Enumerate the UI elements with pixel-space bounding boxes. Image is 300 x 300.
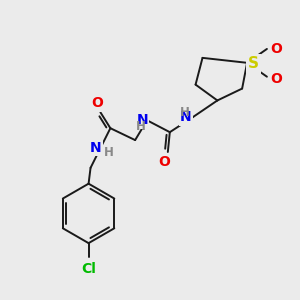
Text: H: H — [136, 120, 146, 133]
Text: H: H — [103, 146, 113, 160]
Text: O: O — [92, 96, 104, 110]
Text: S: S — [248, 56, 259, 71]
Text: N: N — [180, 110, 192, 124]
Text: O: O — [270, 42, 282, 56]
Text: H: H — [180, 106, 190, 119]
Text: Cl: Cl — [81, 262, 96, 276]
Text: O: O — [158, 155, 170, 169]
Text: N: N — [136, 113, 148, 127]
Text: O: O — [270, 72, 282, 86]
Text: N: N — [90, 141, 101, 155]
